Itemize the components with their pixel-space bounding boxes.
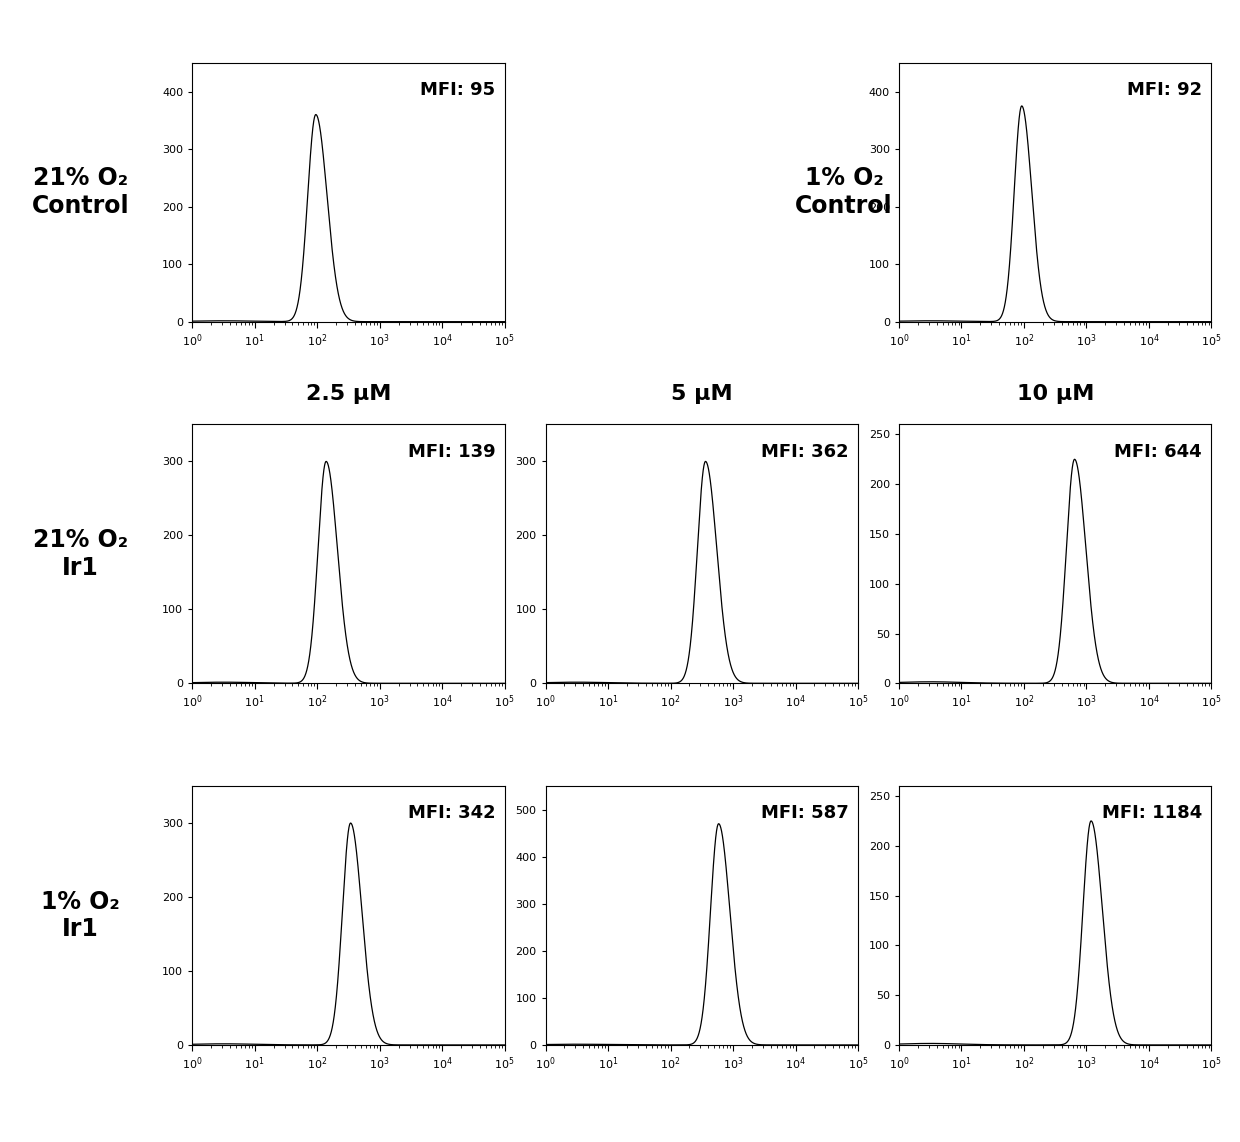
Text: 2.5 μM: 2.5 μM (306, 384, 391, 404)
Text: MFI: 644: MFI: 644 (1115, 443, 1202, 460)
Text: 10 μM: 10 μM (1017, 384, 1094, 404)
Text: MFI: 139: MFI: 139 (408, 443, 495, 460)
Text: MFI: 95: MFI: 95 (420, 81, 495, 99)
Text: 1% O₂
Control: 1% O₂ Control (795, 167, 893, 218)
Text: MFI: 342: MFI: 342 (408, 804, 495, 822)
Text: 21% O₂
Control: 21% O₂ Control (32, 167, 129, 218)
Text: MFI: 92: MFI: 92 (1127, 81, 1202, 99)
Text: MFI: 587: MFI: 587 (761, 804, 848, 822)
Text: 21% O₂
Ir1: 21% O₂ Ir1 (33, 528, 128, 580)
Text: MFI: 1184: MFI: 1184 (1102, 804, 1202, 822)
Text: 1% O₂
Ir1: 1% O₂ Ir1 (41, 890, 120, 941)
Text: MFI: 362: MFI: 362 (761, 443, 848, 460)
Text: 5 μM: 5 μM (671, 384, 733, 404)
